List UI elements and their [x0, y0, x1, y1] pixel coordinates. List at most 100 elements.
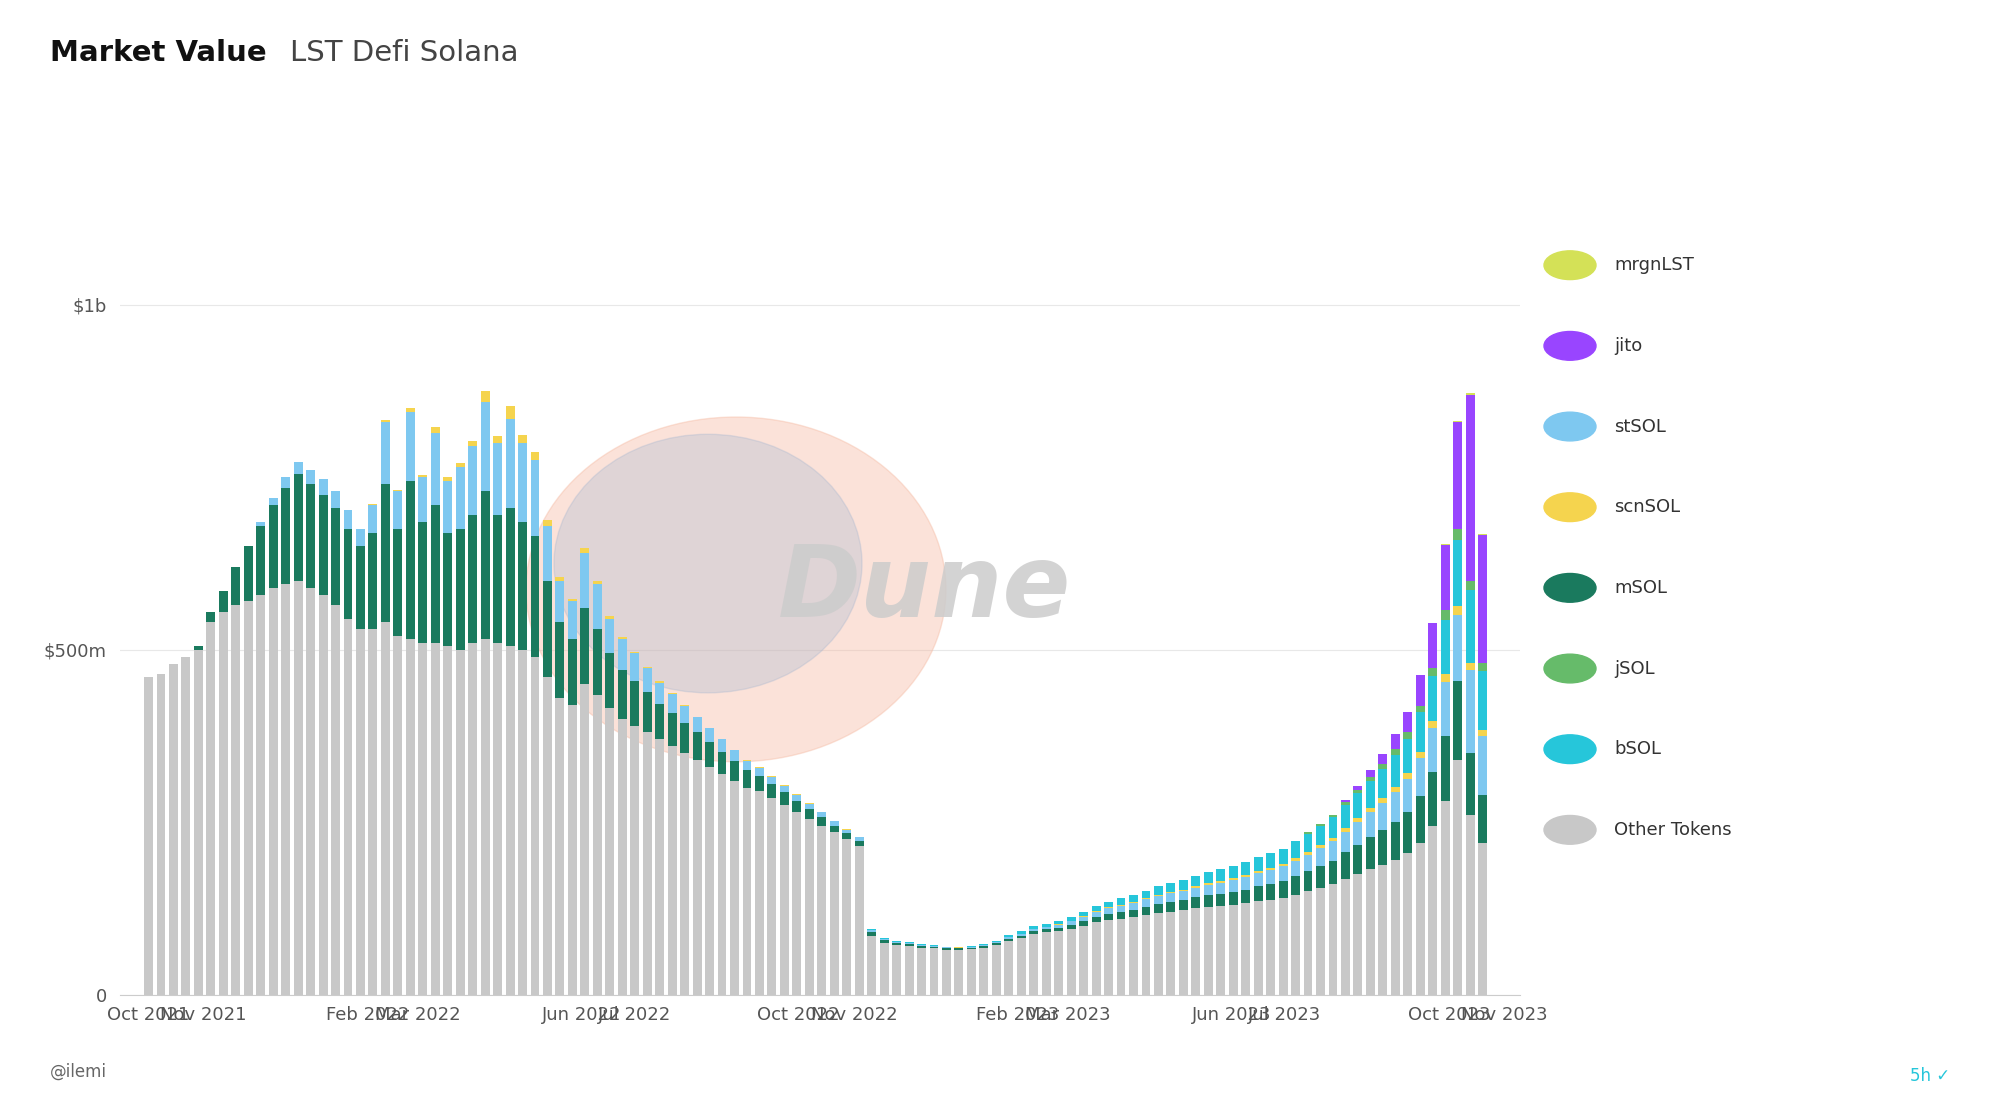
Bar: [518, 434, 526, 443]
Bar: [544, 677, 552, 994]
Bar: [942, 948, 950, 949]
Bar: [618, 671, 626, 718]
Bar: [892, 945, 902, 994]
Bar: [1328, 884, 1338, 994]
Bar: [718, 739, 726, 751]
Bar: [730, 761, 738, 781]
Bar: [494, 643, 502, 994]
Bar: [1440, 610, 1450, 620]
Bar: [1066, 925, 1076, 929]
Bar: [1316, 845, 1324, 849]
Bar: [606, 615, 614, 619]
Bar: [406, 481, 414, 640]
Bar: [1454, 615, 1462, 681]
Bar: [1378, 765, 1388, 769]
Bar: [1016, 936, 1026, 938]
Bar: [1316, 887, 1324, 994]
Bar: [868, 933, 876, 936]
Bar: [830, 832, 838, 995]
Bar: [692, 760, 702, 994]
Bar: [518, 443, 526, 523]
Bar: [818, 812, 826, 818]
Bar: [444, 481, 452, 533]
Bar: [1304, 871, 1312, 891]
Bar: [1192, 886, 1200, 887]
Bar: [182, 656, 190, 994]
Bar: [282, 477, 290, 487]
Bar: [256, 523, 266, 526]
Bar: [904, 946, 914, 994]
Bar: [1316, 866, 1324, 887]
Bar: [804, 803, 814, 809]
Bar: [854, 846, 864, 995]
Bar: [680, 723, 690, 754]
Bar: [256, 594, 266, 994]
Bar: [456, 529, 464, 650]
Bar: [332, 508, 340, 604]
Bar: [206, 622, 216, 994]
Bar: [1366, 781, 1374, 808]
Bar: [1404, 779, 1412, 812]
Bar: [1216, 894, 1226, 906]
Bar: [668, 746, 676, 994]
Bar: [1466, 671, 1474, 754]
Bar: [1354, 822, 1362, 845]
Bar: [344, 529, 352, 619]
Bar: [768, 798, 776, 994]
Bar: [1130, 895, 1138, 902]
Bar: [1304, 834, 1312, 852]
Bar: [1328, 815, 1338, 818]
Bar: [1316, 825, 1324, 845]
Text: bSOL: bSOL: [1614, 740, 1660, 758]
Bar: [406, 409, 414, 412]
Bar: [668, 713, 676, 746]
Bar: [880, 943, 888, 994]
Bar: [468, 446, 478, 515]
Bar: [592, 585, 602, 629]
Bar: [1466, 663, 1474, 671]
Bar: [1254, 873, 1262, 886]
Bar: [880, 940, 888, 943]
Bar: [992, 945, 1000, 994]
Bar: [1228, 880, 1238, 892]
Bar: [880, 939, 888, 940]
Text: scnSOL: scnSOL: [1614, 498, 1680, 516]
Bar: [580, 609, 590, 684]
Bar: [332, 604, 340, 994]
Bar: [1030, 934, 1038, 995]
Bar: [430, 505, 440, 643]
Bar: [1242, 862, 1250, 875]
Bar: [1404, 812, 1412, 853]
Bar: [1166, 902, 1176, 912]
Bar: [718, 751, 726, 774]
Bar: [892, 943, 902, 945]
Bar: [1390, 792, 1400, 822]
Bar: [1266, 871, 1276, 884]
Bar: [1304, 852, 1312, 854]
Bar: [1228, 905, 1238, 994]
Bar: [318, 594, 328, 994]
Bar: [618, 718, 626, 994]
Bar: [830, 821, 838, 825]
Bar: [642, 733, 652, 994]
Bar: [680, 706, 690, 723]
Bar: [518, 650, 526, 994]
Bar: [156, 674, 166, 994]
Text: @ilemi: @ilemi: [50, 1063, 108, 1081]
Bar: [818, 825, 826, 994]
Bar: [1428, 623, 1438, 667]
Bar: [1478, 729, 1488, 736]
Bar: [1066, 922, 1076, 925]
Bar: [954, 948, 964, 949]
Bar: [430, 427, 440, 432]
Bar: [1142, 915, 1150, 994]
Bar: [1340, 806, 1350, 828]
Bar: [1204, 907, 1212, 994]
Bar: [1066, 917, 1076, 920]
Bar: [430, 643, 440, 994]
Bar: [618, 640, 626, 671]
Bar: [480, 401, 490, 491]
Bar: [1228, 878, 1238, 880]
Bar: [1204, 872, 1212, 883]
Bar: [1042, 929, 1050, 933]
